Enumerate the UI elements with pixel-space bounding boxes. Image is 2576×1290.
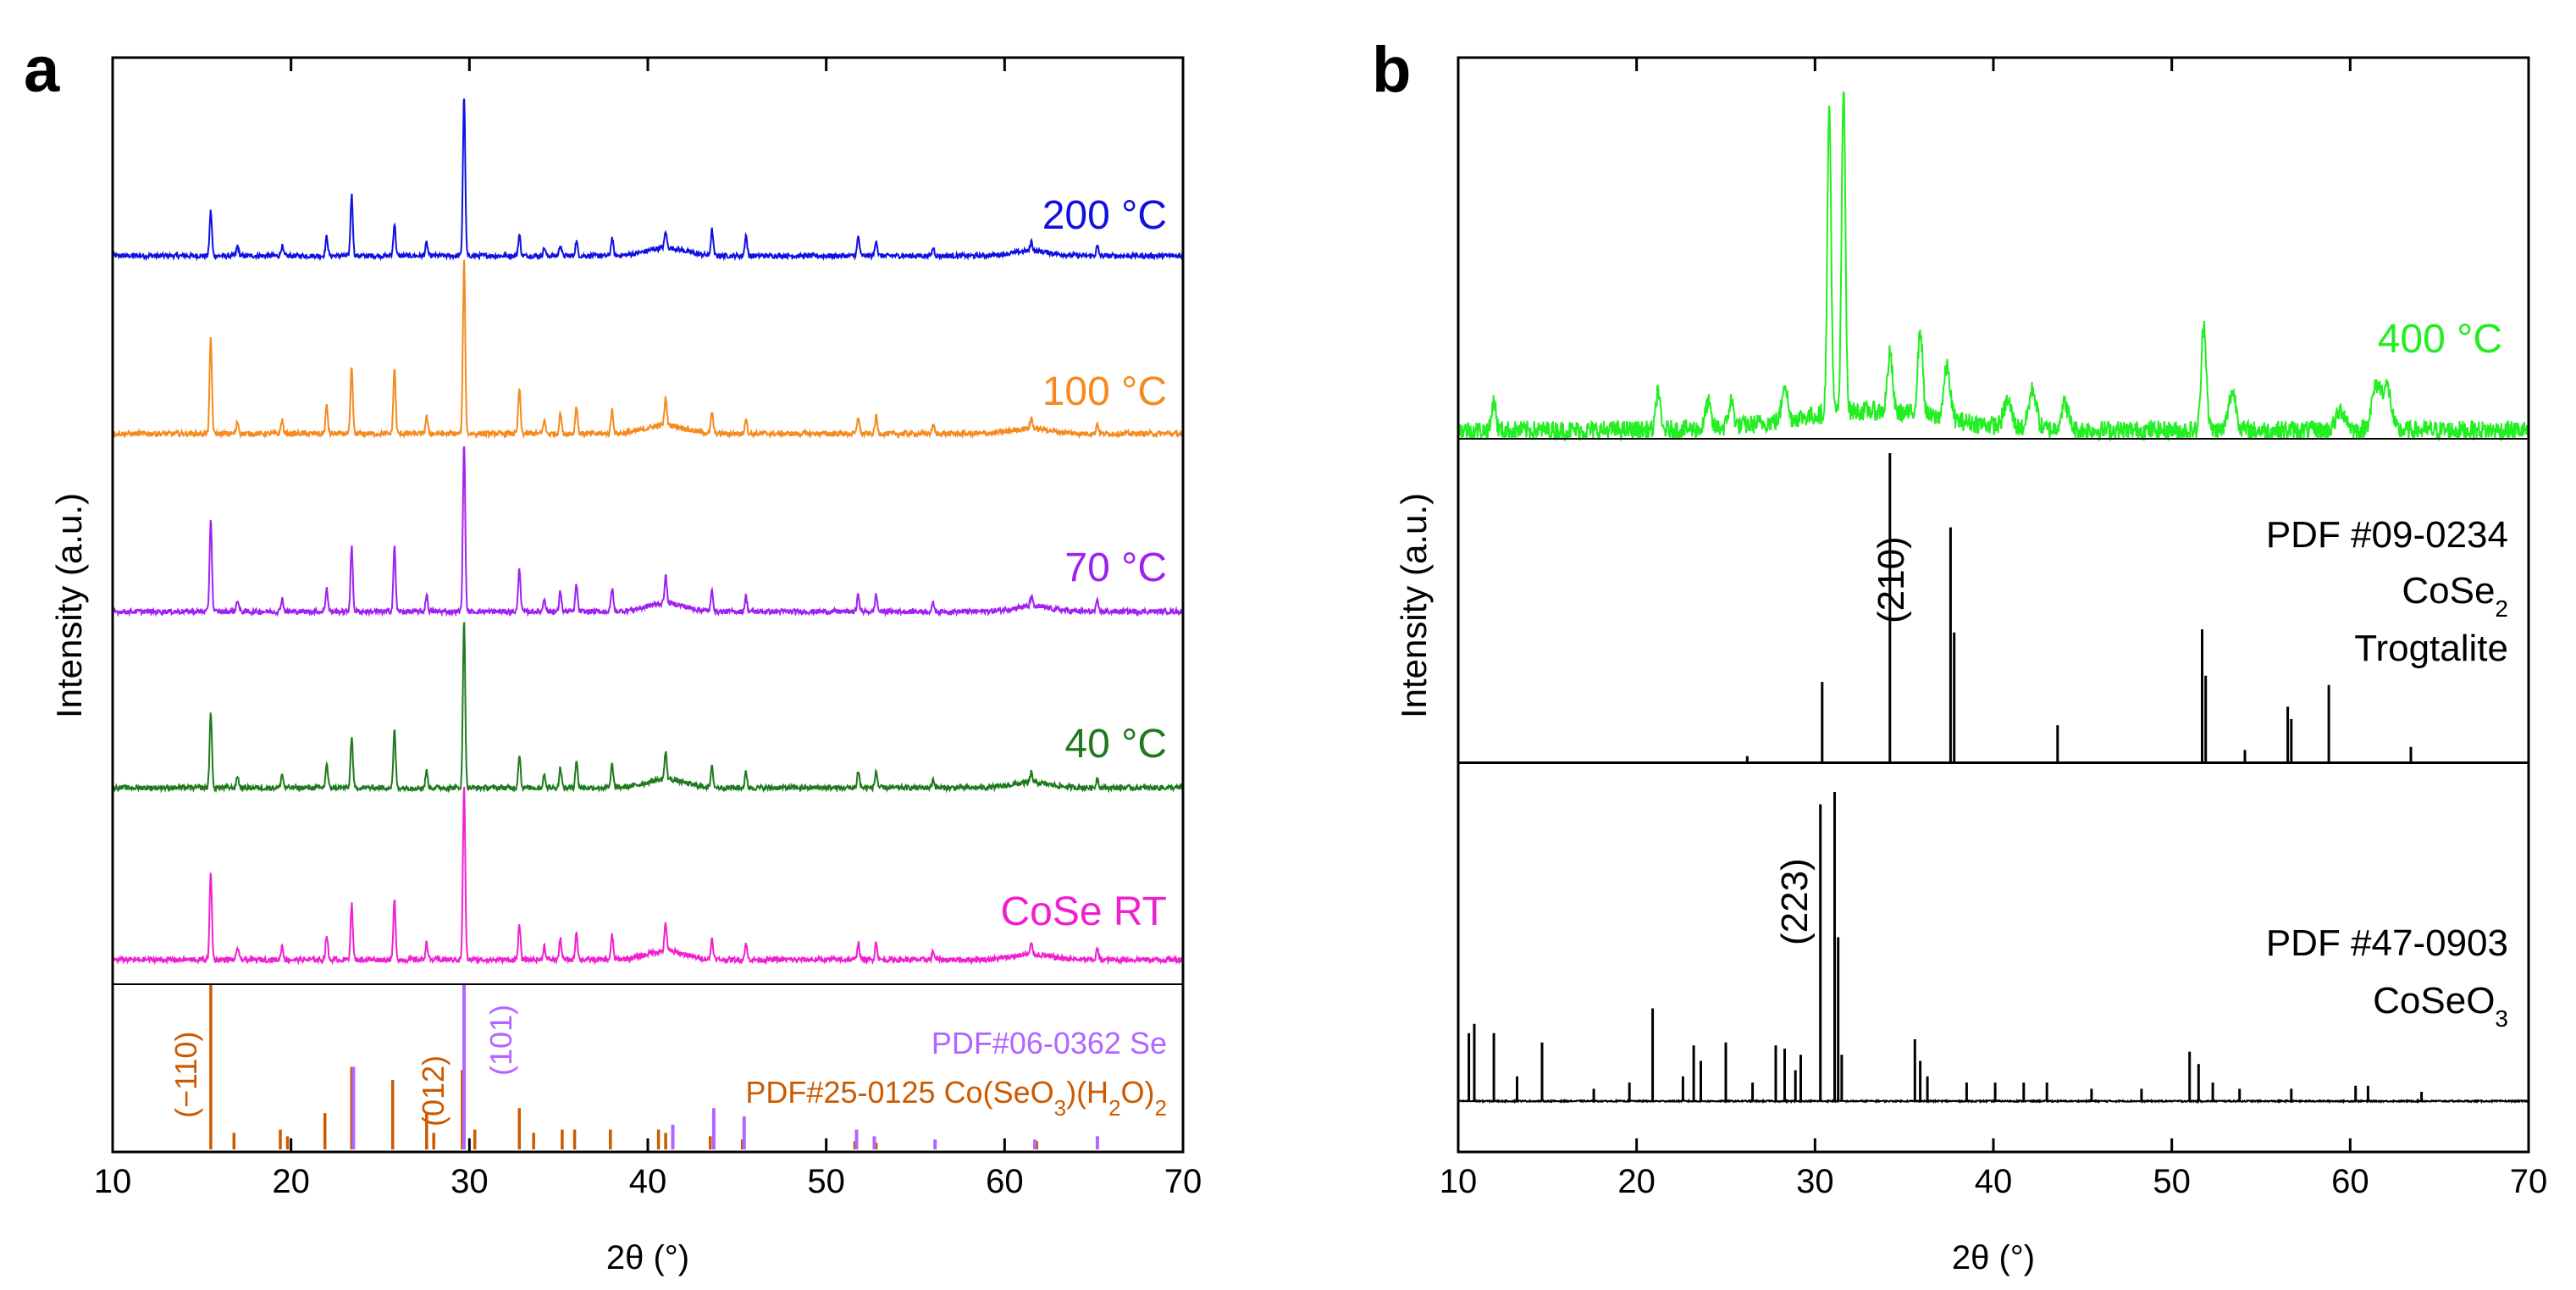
b-tick-label-30: 30 <box>1796 1163 1834 1200</box>
a-series-label-40: 40 °C <box>1064 722 1167 767</box>
a-x-axis-label: 2θ (°) <box>606 1239 689 1276</box>
b-ref-mineral-cose2: Trogtalite <box>2354 628 2508 669</box>
panel-b: b 10 20 30 40 50 60 70 2θ (°) Intensity (a.u.)… <box>1372 34 2547 1276</box>
a-series-label-rt: CoSe RT <box>1000 889 1167 934</box>
b-tick-label-70: 70 <box>2510 1163 2548 1200</box>
b-ref-formula-cose2: CoSe2 <box>2402 570 2508 622</box>
a-tick-label-10: 10 <box>94 1163 132 1200</box>
b-plot-frame <box>1457 56 2530 1154</box>
b-tick-label-60: 60 <box>2331 1163 2369 1200</box>
panel-label-a: a <box>24 34 60 106</box>
a-series-line-3 <box>112 622 1184 794</box>
a-series-line-4 <box>112 786 1184 966</box>
b-tick-label-10: 10 <box>1440 1163 1478 1200</box>
b-ref-formula-coseo3: CoSeO3 <box>2373 980 2508 1032</box>
a-tick-label-40: 40 <box>629 1163 667 1200</box>
panel-a: a 10 20 30 40 50 60 70 2θ (°) Intensity (a.u.)… <box>24 34 1202 1276</box>
a-annotation-101: (101) <box>484 1005 518 1076</box>
a-annotation-110: (−110) <box>169 1032 203 1118</box>
b-series-label-400: 400 °C <box>2378 317 2502 362</box>
a-series-line-1 <box>112 259 1184 440</box>
a-tick-label-70: 70 <box>1164 1163 1202 1200</box>
b-y-axis-label: Intensity (a.u.) <box>1394 493 1434 718</box>
b-tick-label-40: 40 <box>1975 1163 2013 1200</box>
a-tick-label-60: 60 <box>986 1163 1024 1200</box>
a-reference-group <box>209 984 1099 1149</box>
a-series-line-0 <box>112 98 1184 262</box>
b-tick-label-20: 20 <box>1617 1163 1656 1200</box>
a-x-ticks: 10 20 30 40 50 60 70 <box>94 58 1202 1200</box>
panel-label-b: b <box>1372 34 1411 106</box>
a-tick-label-20: 20 <box>272 1163 310 1200</box>
b-series-group <box>1457 91 2529 442</box>
a-ref-label-co: PDF#25-0125 Co(SeO3)(H2O)2 <box>745 1075 1167 1121</box>
b-series-line-0 <box>1457 91 2529 442</box>
b-ref-name-coseo3: PDF #47-0903 <box>2266 922 2508 964</box>
a-tick-label-30: 30 <box>451 1163 489 1200</box>
b-x-axis-label: 2θ (°) <box>1952 1239 2035 1276</box>
a-tick-label-50: 50 <box>807 1163 845 1200</box>
a-ref-label-se: PDF#06-0362 Se <box>931 1026 1167 1060</box>
a-y-axis-label: Intensity (a.u.) <box>49 493 89 718</box>
a-series-label-200: 200 °C <box>1042 193 1167 238</box>
b-annotation-223: (223) <box>1774 858 1816 945</box>
b-ref-coseo3-noise <box>1457 1098 2529 1105</box>
a-annotation-012: (012) <box>416 1055 451 1127</box>
a-series-label-100: 100 °C <box>1042 369 1167 414</box>
b-ref-name-cose2: PDF #09-0234 <box>2266 514 2508 556</box>
b-x-ticks: 10 20 30 40 50 60 70 <box>1440 58 2548 1200</box>
a-series-line-2 <box>112 446 1184 617</box>
b-tick-label-50: 50 <box>2153 1163 2191 1200</box>
b-annotation-210: (210) <box>1871 536 1912 623</box>
a-series-group <box>112 98 1184 966</box>
a-series-label-70: 70 °C <box>1064 545 1167 590</box>
